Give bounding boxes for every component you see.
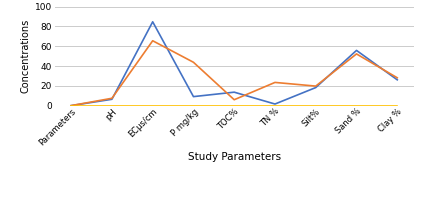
Y-axis label: Concentrations: Concentrations — [21, 19, 31, 93]
Series1 — [313, 86, 318, 89]
Series2 — [273, 81, 278, 84]
Series2 — [69, 104, 74, 107]
Series1 — [395, 79, 400, 81]
Series2 — [395, 77, 400, 79]
Line: Series2: Series2 — [71, 41, 397, 106]
Series4 — [395, 104, 400, 107]
Series4 — [109, 104, 114, 107]
Series4 — [313, 104, 318, 107]
Series1 — [273, 103, 278, 105]
Series1 — [354, 49, 359, 52]
Series4 — [69, 104, 74, 107]
Series2 — [354, 53, 359, 55]
Line: Series1: Series1 — [71, 22, 397, 106]
Series4 — [150, 104, 155, 107]
X-axis label: Study Parameters: Study Parameters — [188, 152, 281, 162]
Series1 — [232, 91, 237, 94]
Series1 — [150, 20, 155, 23]
Series2 — [313, 85, 318, 87]
Series2 — [109, 97, 114, 100]
Series4 — [354, 104, 359, 107]
Series2 — [191, 61, 196, 64]
Series4 — [273, 104, 278, 107]
Series1 — [191, 95, 196, 98]
Series4 — [191, 104, 196, 107]
Series2 — [150, 39, 155, 42]
Series1 — [69, 104, 74, 107]
Series1 — [109, 98, 114, 101]
Series4 — [232, 104, 237, 107]
Series2 — [232, 98, 237, 101]
